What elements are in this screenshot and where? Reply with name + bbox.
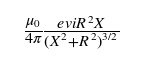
Text: $\dfrac{\mu_0}{4\pi}\,\dfrac{eviR^2X}{(X^2\!+\!R^2)^{3/2}}$: $\dfrac{\mu_0}{4\pi}\,\dfrac{eviR^2X}{(X…	[24, 14, 119, 51]
